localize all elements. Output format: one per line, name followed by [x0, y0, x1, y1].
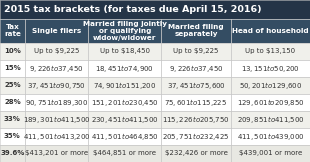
Text: 33%: 33% — [4, 116, 21, 122]
Text: $230,451 to $411,500: $230,451 to $411,500 — [91, 114, 159, 125]
Text: $232,426 or more: $232,426 or more — [165, 150, 228, 156]
Text: $37,451 to $75,600: $37,451 to $75,600 — [166, 80, 226, 91]
Bar — [25, 77, 88, 94]
Bar — [161, 128, 231, 145]
Bar — [88, 19, 161, 43]
Bar — [0, 43, 25, 60]
Bar — [0, 19, 25, 43]
Bar — [161, 60, 231, 77]
Bar — [231, 128, 310, 145]
Bar — [231, 94, 310, 111]
Text: $90,751 to $189,300: $90,751 to $189,300 — [25, 97, 88, 108]
Bar — [161, 145, 231, 162]
Text: 2015 tax brackets (for taxes due April 15, 2016): 2015 tax brackets (for taxes due April 1… — [4, 5, 261, 14]
Bar — [231, 19, 310, 43]
Bar — [88, 77, 161, 94]
Text: $37,451 to $90,750: $37,451 to $90,750 — [27, 80, 86, 91]
Bar — [0, 111, 25, 128]
Text: Married filing
separately: Married filing separately — [168, 24, 224, 37]
Text: 35%: 35% — [4, 133, 21, 139]
Text: $9,226 to $37,450: $9,226 to $37,450 — [29, 63, 84, 74]
Text: Up to $13,150: Up to $13,150 — [246, 48, 295, 54]
Bar — [161, 19, 231, 43]
Bar — [231, 111, 310, 128]
Bar — [0, 0, 310, 19]
Bar — [25, 60, 88, 77]
Bar — [161, 111, 231, 128]
Bar — [88, 60, 161, 77]
Bar — [0, 94, 25, 111]
Text: $205,751 to $232,425: $205,751 to $232,425 — [162, 131, 230, 142]
Bar — [0, 145, 25, 162]
Text: $411,501 to $413,200: $411,501 to $413,200 — [23, 131, 91, 142]
Text: Up to $18,450: Up to $18,450 — [100, 48, 150, 54]
Text: Single filers: Single filers — [32, 28, 81, 34]
Bar — [88, 128, 161, 145]
Text: Tax
rate: Tax rate — [4, 24, 21, 37]
Bar — [25, 43, 88, 60]
Text: $50,201 to $129,600: $50,201 to $129,600 — [239, 80, 302, 91]
Text: Head of household: Head of household — [232, 28, 309, 34]
Bar — [25, 111, 88, 128]
Bar — [88, 145, 161, 162]
Bar — [231, 60, 310, 77]
Bar — [88, 43, 161, 60]
Text: $115,226 to $205,750: $115,226 to $205,750 — [162, 114, 230, 125]
Text: 15%: 15% — [4, 65, 21, 71]
Bar — [88, 94, 161, 111]
Text: Up to $9,225: Up to $9,225 — [34, 48, 79, 54]
Text: $411,501 to $464,850: $411,501 to $464,850 — [91, 131, 159, 142]
Bar — [25, 94, 88, 111]
Bar — [231, 145, 310, 162]
Text: 25%: 25% — [4, 82, 21, 88]
Text: Married filing jointly
or qualifying
widow/widower: Married filing jointly or qualifying wid… — [83, 21, 167, 41]
Bar — [25, 19, 88, 43]
Bar — [0, 77, 25, 94]
Bar — [88, 111, 161, 128]
Text: $129,601 to $209,850: $129,601 to $209,850 — [237, 97, 304, 108]
Text: $464,851 or more: $464,851 or more — [93, 150, 156, 156]
Text: $413,201 or more: $413,201 or more — [25, 150, 88, 156]
Text: 39.6%: 39.6% — [0, 150, 24, 156]
Bar — [25, 145, 88, 162]
Bar — [231, 43, 310, 60]
Text: $75,601 to $115,225: $75,601 to $115,225 — [165, 97, 228, 108]
Text: $209,851 to $411,500: $209,851 to $411,500 — [237, 114, 304, 125]
Text: Up to $9,225: Up to $9,225 — [173, 48, 219, 54]
Bar — [0, 60, 25, 77]
Text: $151,201 to $230,450: $151,201 to $230,450 — [91, 97, 159, 108]
Text: $9,226 to $37,450: $9,226 to $37,450 — [169, 63, 223, 74]
Text: $189,301 to $411,500: $189,301 to $411,500 — [23, 114, 91, 125]
Text: 28%: 28% — [4, 99, 21, 105]
Text: $411,501 to $439,000: $411,501 to $439,000 — [237, 131, 304, 142]
Text: $18,451 to $74,900: $18,451 to $74,900 — [95, 63, 154, 74]
Bar — [0, 128, 25, 145]
Bar — [161, 43, 231, 60]
Bar — [231, 77, 310, 94]
Bar — [161, 94, 231, 111]
Text: $13,151 to $50,200: $13,151 to $50,200 — [241, 63, 300, 74]
Text: $74,901 to $151,200: $74,901 to $151,200 — [93, 80, 157, 91]
Bar — [25, 128, 88, 145]
Bar — [161, 77, 231, 94]
Text: 10%: 10% — [4, 48, 21, 54]
Text: $439,001 or more: $439,001 or more — [239, 150, 302, 156]
